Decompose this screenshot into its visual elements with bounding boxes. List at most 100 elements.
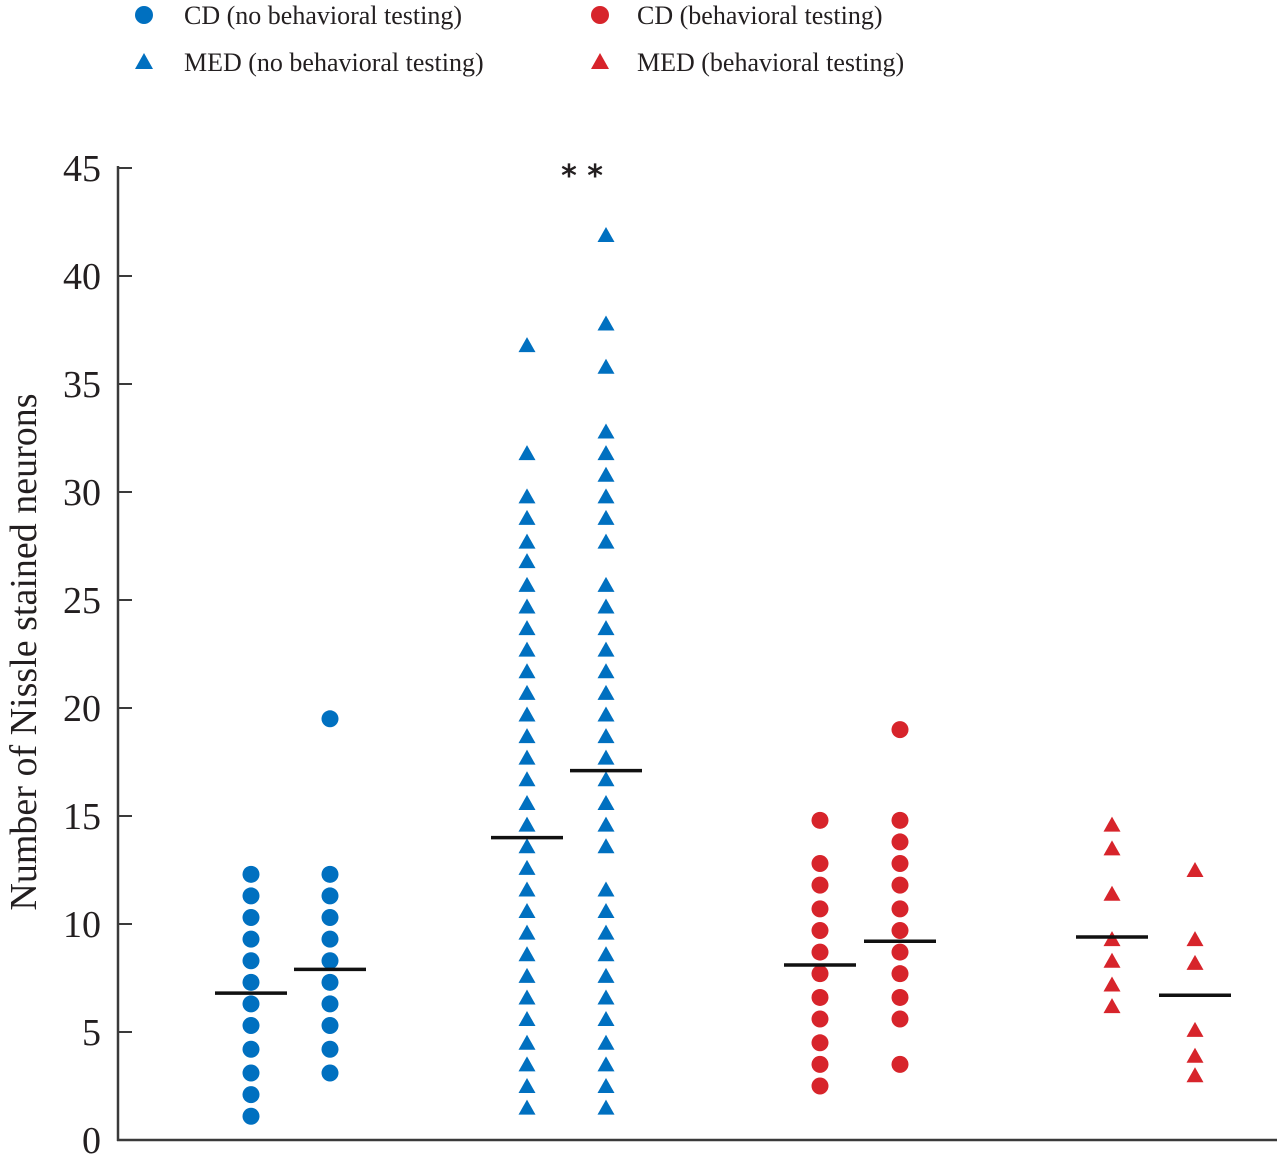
legend-item-med-no-behavioral: MED (no behavioral testing) bbox=[135, 48, 484, 77]
data-point-triangle bbox=[597, 1078, 615, 1093]
data-point-circle bbox=[891, 1010, 909, 1028]
series-med-behavioral-testing bbox=[1076, 816, 1231, 1083]
data-point-triangle bbox=[518, 749, 536, 765]
data-point-triangle bbox=[518, 1056, 536, 1072]
data-point-triangle bbox=[597, 1011, 615, 1027]
data-point-triangle bbox=[597, 684, 615, 700]
data-point-triangle bbox=[597, 1099, 615, 1115]
data-point-triangle bbox=[597, 903, 615, 919]
data-point-triangle bbox=[518, 533, 536, 549]
data-point-triangle bbox=[597, 226, 615, 242]
significance-annotation: * * bbox=[561, 159, 603, 194]
data-point-triangle bbox=[597, 641, 615, 657]
data-point-circle bbox=[321, 930, 339, 948]
data-point-circle bbox=[321, 1017, 339, 1035]
series-cd-no-behavioral-testing bbox=[215, 710, 366, 1125]
data-point-triangle bbox=[1103, 998, 1121, 1014]
data-point-circle bbox=[891, 900, 909, 918]
data-point-circle bbox=[811, 988, 829, 1006]
data-point-circle bbox=[891, 833, 909, 851]
data-point-triangle bbox=[1103, 952, 1121, 968]
data-point-triangle bbox=[597, 795, 615, 811]
data-point-triangle bbox=[518, 553, 536, 569]
data-point-triangle bbox=[518, 989, 536, 1005]
data-point-triangle bbox=[1186, 1021, 1204, 1037]
data-point-circle bbox=[321, 865, 339, 883]
legend-label: MED (no behavioral testing) bbox=[184, 48, 484, 77]
data-point-circle bbox=[321, 887, 339, 905]
data-point-triangle bbox=[597, 967, 615, 983]
data-point-triangle bbox=[597, 509, 615, 525]
data-point-triangle bbox=[1186, 862, 1204, 877]
y-tick-label: 30 bbox=[63, 472, 101, 514]
data-point-circle bbox=[321, 1040, 339, 1058]
data-point-circle bbox=[321, 973, 339, 991]
data-point-triangle bbox=[597, 989, 615, 1005]
data-point-triangle bbox=[1103, 885, 1121, 901]
y-tick-label: 5 bbox=[82, 1012, 101, 1054]
data-point-circle bbox=[242, 1064, 260, 1082]
data-point-circle bbox=[811, 921, 829, 939]
data-point-triangle bbox=[518, 337, 536, 353]
data-point-triangle bbox=[518, 1099, 536, 1115]
data-point-triangle bbox=[518, 488, 536, 504]
legend-item-cd-behavioral: CD (behavioral testing) bbox=[591, 1, 883, 30]
data-point-circle bbox=[811, 855, 829, 873]
data-point-circle bbox=[811, 1034, 829, 1052]
data-point-circle bbox=[321, 710, 339, 728]
data-point-triangle bbox=[597, 816, 615, 832]
data-point-circle bbox=[242, 930, 260, 948]
data-point-triangle bbox=[518, 946, 536, 962]
data-point-circle bbox=[242, 1107, 260, 1125]
legend-label: CD (no behavioral testing) bbox=[184, 1, 462, 30]
data-point-triangle bbox=[597, 576, 615, 592]
data-point-triangle bbox=[1103, 816, 1121, 832]
data-point-circle bbox=[242, 952, 260, 970]
data-point-circle bbox=[242, 1040, 260, 1058]
data-point-circle bbox=[242, 1086, 260, 1104]
data-point-circle bbox=[891, 811, 909, 829]
data-point-triangle bbox=[518, 509, 536, 525]
data-point-circle bbox=[321, 1064, 339, 1082]
data-point-circle bbox=[242, 865, 260, 883]
data-point-triangle bbox=[518, 838, 536, 854]
data-point-circle bbox=[891, 988, 909, 1006]
data-point-triangle bbox=[597, 771, 615, 787]
data-point-triangle bbox=[597, 946, 615, 962]
data-point-circle bbox=[242, 887, 260, 905]
data-point-circle bbox=[321, 909, 339, 927]
data-marks bbox=[215, 226, 1231, 1125]
data-point-triangle bbox=[597, 924, 615, 940]
data-point-circle bbox=[891, 943, 909, 961]
y-tick-label: 10 bbox=[63, 904, 101, 946]
legend-item-med-behavioral: MED (behavioral testing) bbox=[591, 48, 904, 77]
data-point-triangle bbox=[597, 466, 615, 482]
legend-triangle-marker bbox=[135, 53, 153, 69]
y-tick-label: 35 bbox=[63, 364, 101, 406]
data-point-triangle bbox=[518, 903, 536, 919]
y-tick-label: 0 bbox=[82, 1120, 101, 1162]
data-point-triangle bbox=[597, 706, 615, 722]
data-point-triangle bbox=[597, 838, 615, 854]
data-point-triangle bbox=[518, 620, 536, 636]
data-point-triangle bbox=[597, 620, 615, 636]
y-ticks: 0 5 10 15 20 25 30 35 40 45 bbox=[63, 148, 132, 1162]
data-point-triangle bbox=[597, 315, 615, 331]
data-point-triangle bbox=[518, 771, 536, 787]
data-point-triangle bbox=[1186, 1047, 1204, 1063]
data-point-circle bbox=[242, 1017, 260, 1035]
data-point-triangle bbox=[518, 663, 536, 679]
data-point-circle bbox=[242, 995, 260, 1013]
data-point-triangle bbox=[518, 598, 536, 614]
data-point-triangle bbox=[518, 728, 536, 744]
data-point-triangle bbox=[518, 795, 536, 811]
legend-triangle-marker bbox=[591, 53, 609, 69]
data-point-circle bbox=[321, 995, 339, 1013]
data-point-circle bbox=[891, 921, 909, 939]
data-point-circle bbox=[891, 855, 909, 873]
data-point-triangle bbox=[597, 1034, 615, 1050]
data-point-triangle bbox=[518, 859, 536, 875]
data-point-triangle bbox=[518, 1078, 536, 1093]
data-point-circle bbox=[891, 876, 909, 894]
data-point-triangle bbox=[518, 924, 536, 940]
